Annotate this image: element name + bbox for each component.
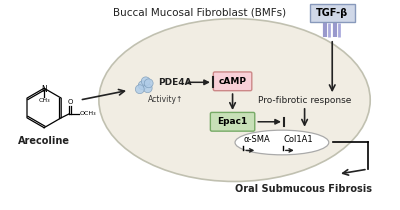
Ellipse shape [235,130,329,155]
FancyBboxPatch shape [213,72,252,91]
Text: Oral Submucous Fibrosis: Oral Submucous Fibrosis [235,184,372,194]
Text: OCH₃: OCH₃ [80,111,96,116]
Text: Col1A1: Col1A1 [284,135,314,144]
Text: PDE4A: PDE4A [158,78,192,87]
Circle shape [135,85,144,94]
Circle shape [138,81,147,90]
Circle shape [144,79,153,88]
Ellipse shape [99,19,370,181]
Text: Arecoline: Arecoline [18,136,70,146]
FancyBboxPatch shape [210,112,255,131]
Circle shape [143,84,152,93]
Text: N: N [41,85,47,94]
FancyBboxPatch shape [310,4,355,22]
Text: Activity↑: Activity↑ [148,95,183,104]
Text: Pro-fibrotic response: Pro-fibrotic response [258,96,351,105]
Text: α-SMA: α-SMA [244,135,271,144]
Text: CH₃: CH₃ [38,98,50,103]
Text: Buccal Mucosal Fibroblast (BMFs): Buccal Mucosal Fibroblast (BMFs) [114,7,286,17]
Text: TGF-β: TGF-β [316,8,348,18]
Circle shape [141,77,150,86]
Text: cAMP: cAMP [218,77,246,86]
Text: Epac1: Epac1 [218,117,248,126]
Text: O: O [67,99,73,105]
